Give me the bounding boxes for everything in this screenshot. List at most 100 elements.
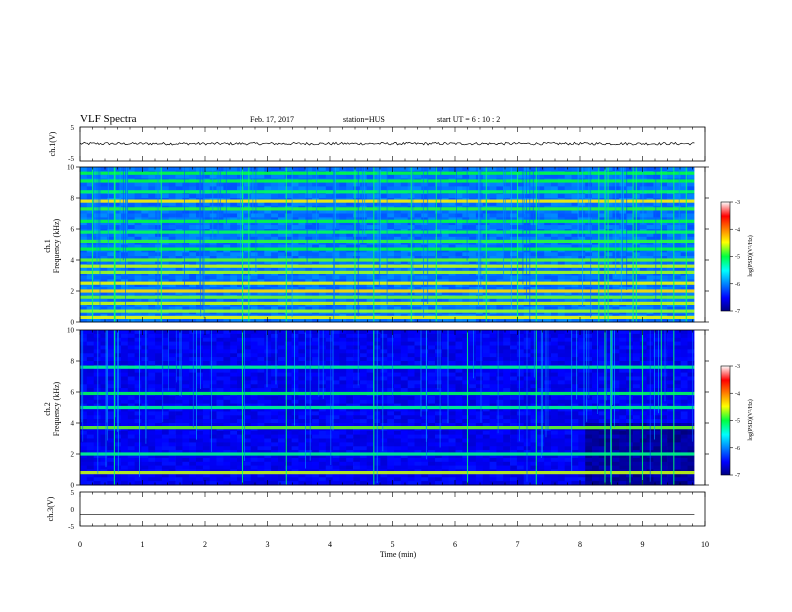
ch2-spectrogram-cell — [469, 361, 477, 366]
ch1-spectrogram-cell — [441, 225, 449, 230]
ch2-spectrogram-cell — [421, 341, 429, 346]
ch1-spectrogram-cell — [653, 186, 661, 191]
ch2-spectrogram-cell — [80, 330, 88, 335]
ch2-spectrogram-cell — [182, 357, 190, 362]
ch2-spectrogram-cell — [80, 349, 88, 354]
ch1-spectrogram-cell — [571, 267, 579, 273]
ch1-spectrogram-cell — [557, 306, 565, 311]
ch2-spectrogram-cell — [400, 341, 408, 346]
ch2-spectrogram-cell — [346, 345, 354, 350]
ch1-spectrogram-cell — [291, 236, 299, 242]
ch1-spectrogram-cell — [619, 279, 627, 284]
ch1-spectrogram-cell — [298, 244, 306, 249]
ch1-spectrogram-cell — [325, 186, 333, 191]
ch1-spectrogram-cell — [182, 174, 190, 180]
ch1-spectrogram-cell — [243, 221, 251, 226]
ch2-spectrogram-cell — [237, 372, 245, 377]
ch1-spectrogram-cell — [291, 252, 299, 257]
ch2-spectrogram-cell — [318, 357, 327, 362]
ch1-ytick-bottom: -5 — [68, 155, 74, 163]
ch1-spectrogram-cell — [510, 287, 518, 292]
ch1-spectrogram-cell — [400, 318, 408, 323]
ch1-spectrogram-cell — [161, 283, 170, 288]
ch2-spectrogram-cell — [305, 345, 313, 350]
ch1-spectrogram-cell — [359, 279, 368, 284]
ch1-spectrogram-cell — [346, 267, 354, 273]
ch2-spectrogram-cell — [435, 353, 443, 358]
ch1-spectrogram-cell — [148, 182, 156, 187]
ch2-spectrogram-cell — [107, 333, 115, 339]
ch2-spectrogram-cell — [503, 372, 511, 377]
ch1-spectrogram-cell — [134, 182, 142, 187]
ch1-spectrogram-cell — [598, 217, 606, 222]
ch1-ytick-top: 5 — [71, 124, 75, 132]
ch1-spectrogram-cell — [298, 232, 306, 238]
ch2-spectrogram-cell — [516, 337, 525, 343]
ch1-spectrogram-cell — [373, 186, 381, 191]
ch2-spectrogram-cell — [80, 372, 88, 377]
date-label: Feb. 17, 2017 — [250, 115, 294, 124]
ch2-spectrogram-cell — [291, 380, 299, 385]
ch1-spectrogram-cell — [271, 182, 279, 187]
ch2-spectrogram-cell — [503, 380, 511, 385]
ch2-spectrogram-cell — [318, 353, 327, 358]
ch1-spectrogram-cell — [243, 283, 251, 288]
ch1-spectrogram-cell — [448, 291, 456, 296]
ch2-spectrogram-cell — [182, 333, 190, 339]
ch1-spectrogram-cell — [339, 256, 347, 261]
ch1-spectrogram-cell — [114, 260, 122, 265]
ch2-spectrogram-cell — [366, 361, 374, 366]
ch2-spectrogram-cell — [271, 368, 279, 374]
ch2-spectrogram-cell — [305, 357, 313, 362]
ch1-spectrogram-cell — [257, 298, 265, 304]
ch1-spectrogram-cell — [455, 186, 463, 191]
ch1-spectrogram-cell — [134, 225, 142, 230]
ch1-spectrogram-cell — [175, 194, 183, 199]
ch2-spectrogram-cell — [202, 361, 211, 366]
ch1-spectrogram-cell — [530, 267, 538, 273]
ch2-spectrogram-cell — [223, 372, 231, 377]
ch1-spectrogram-cell — [510, 318, 518, 323]
ch1-spectrogram-cell — [428, 298, 436, 304]
ch2-spectrogram-cell — [441, 345, 449, 350]
ch2-spectrogram-cell — [551, 376, 559, 381]
ch1-spectrogram-cell — [557, 174, 565, 180]
ch2-spectrogram-heatmap — [80, 330, 705, 486]
ch1-spectrogram-cell — [209, 194, 217, 199]
ch1-spectrogram-cell — [523, 244, 531, 249]
ch1-spectrogram-cell — [592, 209, 600, 214]
ch1-spectrogram-cell — [202, 318, 211, 323]
ch1-spectrogram-cell — [619, 194, 627, 199]
ch1-spectrogram-cell — [441, 279, 449, 284]
ch2-spectrogram-cell — [414, 333, 422, 339]
ch1-spectrogram-cell — [114, 298, 122, 304]
ch1-spectrogram-cell — [489, 236, 497, 242]
ch1-spectrogram-cell — [503, 306, 511, 311]
ch1-spectrogram-cell — [298, 201, 306, 207]
ch1-spectrogram-cell — [428, 167, 436, 172]
ch1-spectrogram-cell — [537, 256, 545, 261]
ch2-spectrogram-cell — [448, 353, 456, 358]
ch1-spectrogram-cell — [578, 283, 586, 288]
ch1-spectrogram-cell — [237, 267, 245, 273]
ch2-spectrogram-cell — [93, 341, 101, 346]
ch1-spectrogram-cell — [673, 174, 682, 180]
ch1-spectrogram-cell — [564, 209, 572, 214]
ch1-spectrogram-cell — [646, 213, 654, 218]
ch1-spectrogram-cell — [414, 252, 422, 257]
ch1-spectrogram-cell — [639, 252, 647, 257]
ch1-spectrogram-cell — [284, 279, 292, 284]
ch1-spectrogram-cell — [148, 213, 156, 218]
ch1-spectrogram-cell — [100, 306, 108, 311]
ch1-spectrogram-cell — [216, 217, 224, 222]
ch2-spectrogram-cell — [578, 380, 586, 385]
ch2-spectrogram-cell — [161, 372, 170, 377]
ch1-spectrogram-cell — [585, 236, 593, 242]
ch1-spectrogram-cell — [182, 232, 190, 238]
ch1-spectrogram-cell — [387, 221, 395, 226]
ch1-spectrogram-cell — [155, 182, 163, 187]
ch1-spectrogram-cell — [441, 236, 449, 242]
ch2-spectrogram-cell — [482, 333, 490, 339]
ch1-spectrogram-cell — [359, 318, 368, 323]
ch1-spectrogram-ytick-label-5: 10 — [67, 164, 75, 172]
